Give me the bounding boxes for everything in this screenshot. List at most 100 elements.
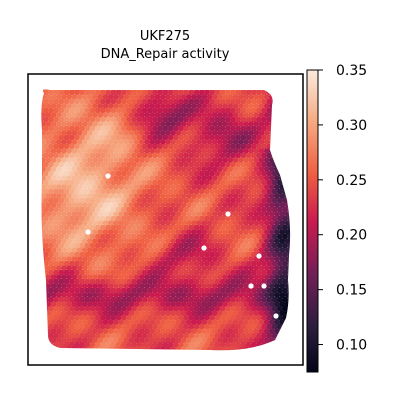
tissue-spot	[211, 256, 218, 262]
tissue-spot	[237, 247, 244, 254]
tissue-spot	[152, 260, 158, 267]
tissue-spot	[133, 193, 140, 200]
tissue-spot	[126, 224, 132, 231]
tissue-spot	[133, 256, 140, 262]
tissue-spot	[209, 179, 216, 186]
tissue-spot	[274, 256, 281, 262]
tissue-spot	[42, 143, 49, 150]
tissue-spot	[198, 296, 205, 303]
tissue-spot	[133, 166, 140, 173]
tissue-spot	[240, 233, 247, 240]
tissue-spot	[172, 251, 179, 258]
tissue-spot	[256, 197, 262, 204]
tissue-spot	[201, 283, 208, 289]
tissue-spot	[232, 166, 239, 173]
tissue-spot	[92, 346, 99, 351]
tissue-spot	[94, 224, 101, 231]
tissue-spot	[193, 134, 200, 141]
tissue-spot	[183, 314, 190, 321]
tissue-spot	[113, 130, 119, 136]
tissue-spot	[55, 220, 62, 227]
tissue-spot	[217, 166, 223, 173]
tissue-spot	[170, 265, 177, 271]
tissue-spot	[243, 310, 249, 317]
tissue-spot	[204, 314, 210, 321]
tissue-spot	[71, 301, 78, 308]
tissue-spot	[172, 170, 179, 177]
tissue-spot	[102, 130, 109, 136]
tissue-spot	[115, 89, 122, 96]
tissue-spot	[250, 260, 257, 267]
tissue-spot	[237, 148, 244, 154]
tissue-spot	[76, 265, 83, 271]
tissue-spot	[243, 265, 249, 271]
tissue-spot	[141, 152, 148, 159]
tissue-spot	[219, 215, 226, 222]
tissue-spot	[74, 179, 80, 186]
tissue-spot	[219, 170, 226, 177]
tissue-spot	[35, 247, 41, 253]
tissue-spot	[219, 224, 226, 231]
tissue-spot	[123, 229, 130, 236]
tissue-spot	[154, 121, 161, 127]
tissue-spot	[214, 170, 221, 177]
colorbar-tick-label: 0.35	[336, 63, 367, 79]
tissue-spot	[61, 247, 67, 254]
tissue-spot	[118, 112, 125, 118]
tissue-spot	[120, 89, 127, 96]
tissue-spot	[248, 166, 255, 173]
tissue-spot	[102, 265, 109, 271]
tissue-spot	[237, 301, 244, 308]
tissue-spot	[224, 260, 231, 267]
tissue-spot	[97, 157, 104, 164]
tissue-spot	[94, 314, 101, 321]
tissue-spot	[271, 170, 278, 177]
tissue-spot	[152, 98, 158, 105]
tissue-spot	[172, 296, 179, 303]
tissue-spot	[253, 301, 260, 308]
tissue-spot	[250, 251, 257, 258]
tissue-spot	[248, 139, 255, 145]
tissue-spot	[178, 224, 184, 231]
tissue-spot	[206, 274, 213, 280]
tissue-spot	[243, 301, 249, 308]
tissue-spot	[217, 346, 223, 351]
tissue-spot	[126, 242, 132, 249]
tissue-spot	[261, 98, 268, 105]
tissue-spot	[214, 278, 221, 285]
tissue-spot	[53, 116, 60, 123]
tissue-spot	[263, 211, 270, 218]
tissue-spot	[71, 319, 78, 326]
tissue-spot	[201, 175, 208, 182]
tissue-spot	[172, 197, 179, 204]
tissue-spot	[100, 260, 106, 267]
tissue-spot	[165, 184, 171, 191]
tissue-spot	[113, 220, 119, 227]
tissue-spot	[198, 206, 205, 213]
tissue-spot	[113, 301, 119, 308]
tissue-spot	[235, 134, 242, 141]
tissue-spot	[97, 283, 104, 289]
tissue-spot	[245, 206, 252, 213]
tissue-spot	[209, 278, 216, 285]
tissue-spot	[253, 229, 260, 236]
tissue-spot	[276, 215, 283, 222]
tissue-spot	[172, 287, 179, 294]
tissue-spot	[206, 148, 213, 154]
tissue-spot	[74, 170, 80, 177]
tissue-spot	[191, 148, 197, 154]
tissue-spot	[58, 287, 65, 294]
tissue-spot	[248, 220, 255, 227]
tissue-spot	[115, 215, 122, 222]
tissue-spot	[172, 107, 179, 114]
tissue-spot	[157, 116, 164, 123]
tissue-spot	[144, 211, 151, 218]
tissue-spot	[243, 211, 249, 218]
tissue-spot	[81, 220, 88, 227]
tissue-spot	[237, 220, 244, 227]
tissue-spot	[100, 323, 106, 330]
tissue-spot	[188, 224, 195, 231]
tissue-spot	[71, 148, 78, 154]
tissue-spot	[131, 260, 138, 267]
tissue-spot	[209, 206, 216, 213]
